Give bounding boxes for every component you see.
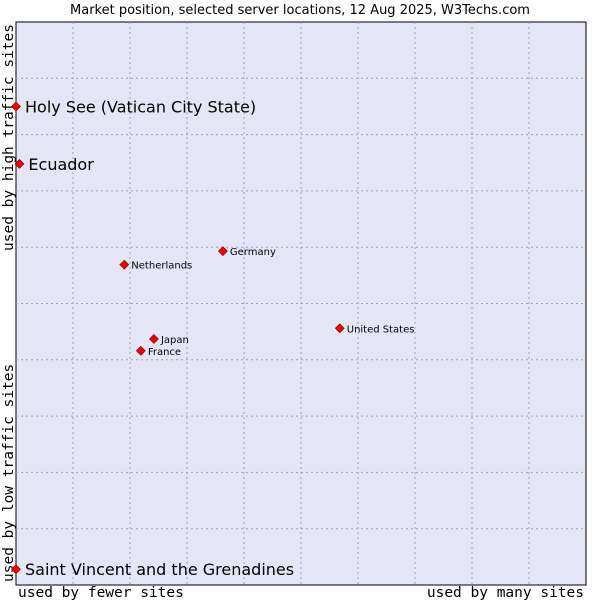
x-axis-label-high: used by many sites <box>427 585 584 600</box>
label-netherlands: Netherlands <box>131 261 192 272</box>
marker-holy-see-vatican-city-state <box>11 101 21 112</box>
y-axis-label-high: used by high traffic sites <box>1 24 17 251</box>
point-japan: Japan <box>149 334 189 346</box>
marker-saint-vincent-and-the-grenadines <box>11 564 21 575</box>
marker-united-states <box>334 323 345 334</box>
label-holy-see-vatican-city-state: Holy See (Vatican City State) <box>25 97 256 116</box>
data-points: Holy See (Vatican City State) Ecuador Germ… <box>11 97 415 579</box>
point-saint-vincent-and-the-grenadines: Saint Vincent and the Grenadines <box>11 560 294 579</box>
label-france: France <box>148 347 181 358</box>
point-united-states: United States <box>334 323 415 335</box>
point-holy-see-vatican-city-state: Holy See (Vatican City State) <box>11 97 256 116</box>
point-netherlands: Netherlands <box>119 259 192 272</box>
label-germany: Germany <box>230 247 276 258</box>
label-saint-vincent-and-the-grenadines: Saint Vincent and the Grenadines <box>25 560 294 579</box>
marker-netherlands <box>119 259 130 270</box>
grid <box>16 22 586 585</box>
marker-france <box>135 345 146 356</box>
point-ecuador: Ecuador <box>14 155 94 174</box>
label-united-states: United States <box>347 324 415 335</box>
label-ecuador: Ecuador <box>28 155 94 174</box>
point-germany: Germany <box>217 246 276 258</box>
x-axis-label-low: used by fewer sites <box>18 585 184 600</box>
marker-germany <box>217 246 228 257</box>
label-japan: Japan <box>160 335 189 346</box>
marker-ecuador <box>14 158 25 169</box>
marker-japan <box>149 334 159 344</box>
y-axis-label-low: used by low traffic sites <box>1 364 17 582</box>
chart-title: Market position, selected server locatio… <box>70 3 530 18</box>
point-france: France <box>135 345 181 358</box>
